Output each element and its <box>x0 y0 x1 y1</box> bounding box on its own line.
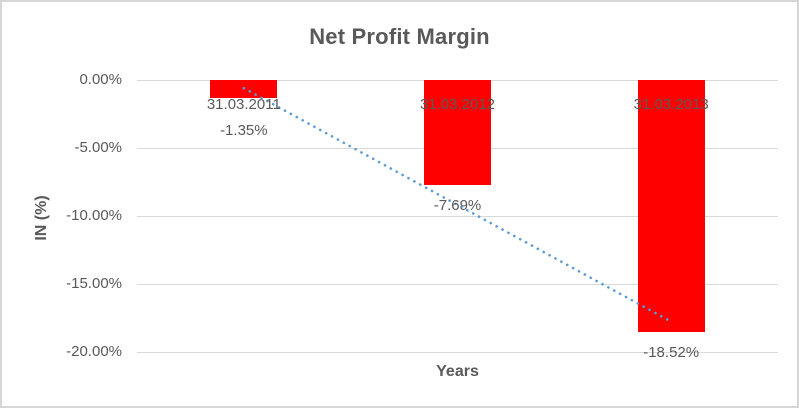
chart-title: Net Profit Margin <box>309 24 490 49</box>
y-tick-label: -10.00% <box>66 207 122 224</box>
x-axis-title: Years <box>436 363 479 380</box>
gridline <box>137 352 778 353</box>
bar-31.03.2012 <box>424 80 491 185</box>
y-tick-label: -20.00% <box>66 343 122 360</box>
y-tick-label: 0.00% <box>79 71 122 88</box>
gridline <box>137 284 778 285</box>
category-label: 31.03.2011 <box>206 96 281 113</box>
category-label: 31.03.2012 <box>419 96 496 113</box>
category-label: 31.03.2013 <box>633 96 709 113</box>
data-label: -1.35% <box>220 122 268 139</box>
y-tick-label: -15.00% <box>66 275 122 292</box>
gridline <box>137 216 778 217</box>
linear-trendline <box>242 86 673 323</box>
bar-31.03.2013 <box>637 80 705 332</box>
y-tick-label: -5.00% <box>74 139 122 156</box>
data-label: -7.69% <box>433 196 482 214</box>
data-label: -18.52% <box>643 343 700 361</box>
